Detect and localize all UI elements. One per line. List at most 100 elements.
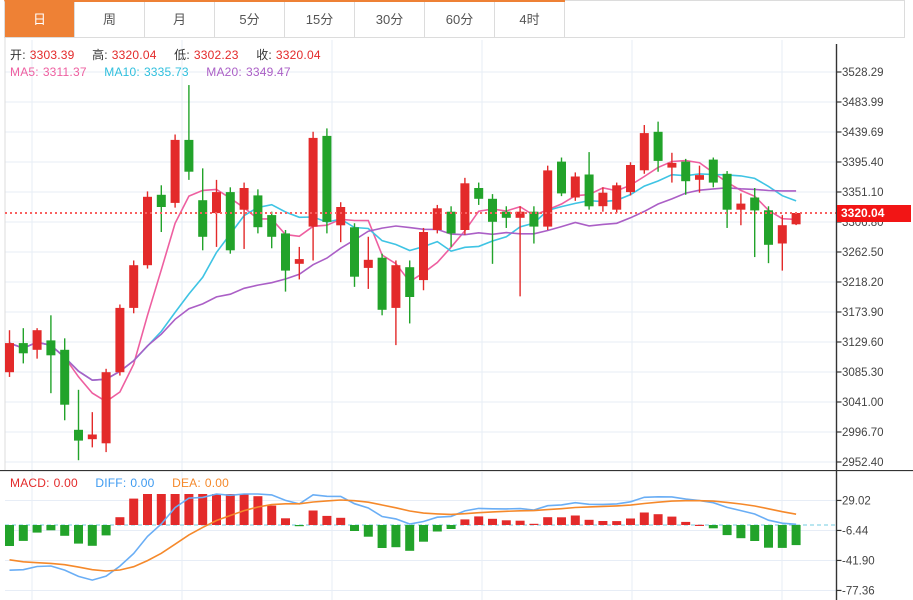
candle-up[interactable] [391, 265, 401, 308]
candle-up[interactable] [639, 133, 649, 171]
y-axis-tick-label: 3395.40 [842, 157, 884, 169]
candle-up[interactable] [612, 185, 622, 210]
candle-down[interactable] [225, 192, 235, 251]
macd-panel[interactable]: 29.02 -6.44 -41.90 -77.36 MACD: 0.00 DIFF: 0.… [0, 470, 913, 600]
tab-month[interactable]: 月 [145, 2, 215, 37]
macd-bar [557, 517, 566, 525]
candle-up[interactable] [791, 213, 801, 225]
interval-tab-group: 日 周 月 5分 15分 30分 60分 4时 [4, 0, 565, 38]
candle-down[interactable] [488, 198, 497, 222]
macd-plot[interactable]: 29.02 -6.44 -41.90 -77.36 [0, 470, 913, 600]
ma10-value: 3335.73 [143, 65, 189, 79]
candle-down[interactable] [46, 340, 56, 356]
candle-down[interactable] [322, 135, 332, 222]
candle-down[interactable] [18, 343, 28, 354]
tab-day[interactable]: 日 [5, 2, 75, 37]
tab-4hour[interactable]: 4时 [495, 2, 565, 37]
candle-up[interactable] [363, 259, 373, 268]
candle-up[interactable] [695, 175, 704, 180]
dea-label: DEA: [172, 476, 201, 490]
macd-bar [446, 525, 456, 529]
macd-bar [667, 516, 677, 525]
candle-down[interactable] [722, 173, 732, 210]
macd-bar [170, 494, 180, 525]
candle-down[interactable] [764, 210, 773, 245]
candle-down[interactable] [74, 429, 83, 441]
candle-down[interactable] [156, 194, 166, 207]
y-axis-tick-label: 3528.29 [842, 67, 884, 79]
candle-down[interactable] [350, 227, 359, 277]
candle-down[interactable] [405, 267, 415, 297]
candle-up[interactable] [626, 165, 635, 193]
candle-up[interactable] [570, 176, 580, 198]
candle-up[interactable] [777, 225, 787, 244]
tab-week[interactable]: 周 [75, 2, 145, 37]
macd-bar [198, 494, 208, 525]
y-axis-tick-label: 2996.70 [842, 427, 884, 439]
candle-up[interactable] [736, 203, 746, 210]
candle-up[interactable] [432, 208, 442, 230]
price-chart-plot[interactable]: 3528.293483.993439.693395.403351.103306.… [0, 38, 913, 470]
macd-value: 0.00 [53, 476, 78, 490]
candle-up[interactable] [336, 207, 346, 226]
candle-down[interactable] [60, 349, 70, 405]
candle-up[interactable] [87, 434, 97, 440]
candle-down[interactable] [184, 139, 194, 172]
candle-up[interactable] [515, 211, 525, 218]
macd-bar [294, 525, 304, 527]
candle-down[interactable] [281, 233, 290, 271]
candle-down[interactable] [267, 215, 277, 237]
candle-down[interactable] [474, 188, 484, 199]
macd-tick-label: -41.90 [842, 555, 875, 567]
candle-down[interactable] [446, 211, 456, 234]
candle-up[interactable] [239, 188, 249, 210]
y-axis-tick-label: 2952.40 [842, 457, 884, 469]
macd-bar [363, 525, 373, 537]
tab-15min[interactable]: 15分 [285, 2, 355, 37]
price-chart-panel[interactable]: 3528.29 3483.99 3439.69 3395.40 3351.10 3306.… [0, 38, 913, 470]
candle-up[interactable] [5, 343, 14, 373]
candle-down[interactable] [708, 159, 718, 183]
close-value: 3320.04 [275, 48, 321, 62]
candle-down[interactable] [557, 161, 566, 194]
macd-bar [143, 494, 152, 525]
macd-bar [639, 512, 649, 525]
candle-up[interactable] [101, 372, 111, 444]
candle-up[interactable] [308, 137, 318, 227]
candle-up[interactable] [170, 139, 180, 203]
macd-bar [681, 521, 691, 525]
candle-up[interactable] [115, 307, 125, 373]
candle-up[interactable] [419, 232, 428, 281]
macd-bar [612, 521, 622, 525]
macd-bar [225, 494, 235, 525]
candle-up[interactable] [667, 162, 677, 168]
tab-60min[interactable]: 60分 [425, 2, 495, 37]
candle-down[interactable] [198, 200, 208, 237]
macd-bar [101, 525, 111, 536]
candle-up[interactable] [460, 183, 470, 230]
candle-up[interactable] [294, 259, 304, 264]
candle-down[interactable] [653, 131, 663, 161]
candle-up[interactable] [598, 192, 608, 207]
candle-down[interactable] [681, 161, 691, 182]
y-axis-tick-label: 3129.60 [842, 337, 884, 349]
candle-up[interactable] [143, 196, 152, 266]
candle-up[interactable] [543, 170, 553, 227]
candle-down[interactable] [377, 257, 387, 310]
diff-line [9, 493, 797, 581]
tab-30min[interactable]: 30分 [355, 2, 425, 37]
candle-up[interactable] [32, 330, 42, 350]
candle-down[interactable] [529, 211, 539, 227]
candle-up[interactable] [212, 192, 221, 214]
candle-up[interactable] [129, 265, 139, 308]
dea-line [9, 499, 797, 572]
macd-bar [267, 505, 277, 525]
tab-5min[interactable]: 5分 [215, 2, 285, 37]
high-value: 3320.04 [111, 48, 157, 62]
candle-down[interactable] [584, 174, 594, 207]
candle-down[interactable] [253, 195, 263, 228]
candle-down[interactable] [501, 211, 511, 218]
candle-down[interactable] [750, 197, 760, 211]
diff-label: DIFF: [95, 476, 127, 490]
